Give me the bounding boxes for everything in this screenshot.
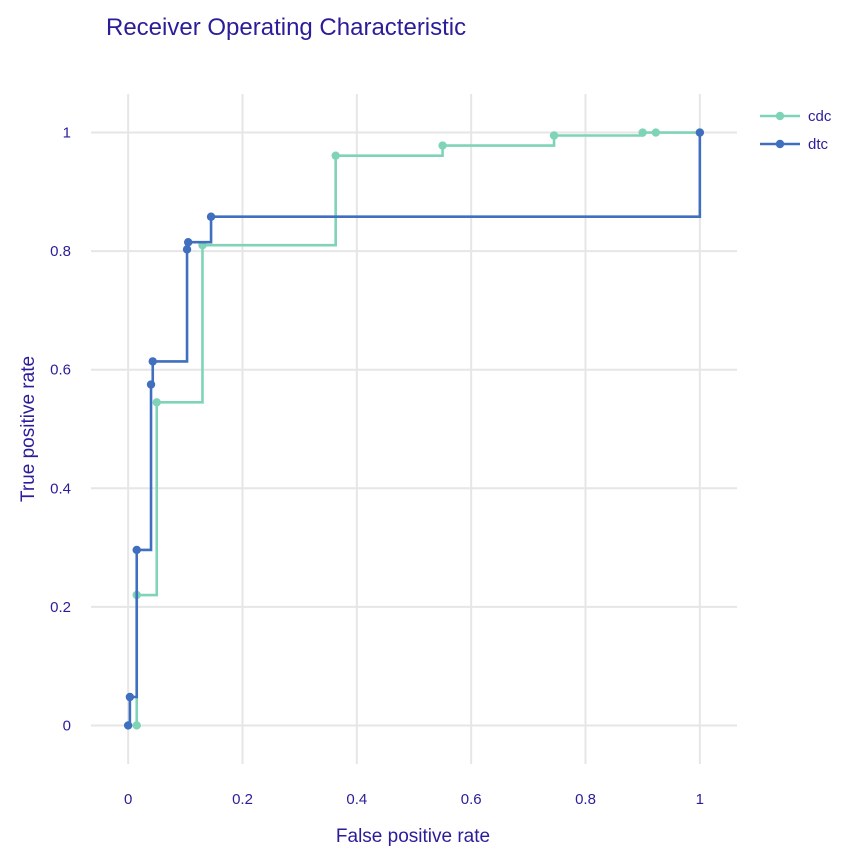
data-point-cdc[interactable] bbox=[438, 141, 447, 150]
y-axis-title: True positive rate bbox=[18, 356, 39, 502]
series-line-dtc bbox=[128, 132, 702, 727]
legend-label: dtc bbox=[808, 136, 829, 153]
data-point-dtc[interactable] bbox=[182, 245, 192, 254]
data-point-dtc[interactable] bbox=[132, 545, 141, 555]
x-tick-label: 0.8 bbox=[575, 791, 596, 808]
data-point-cdc[interactable] bbox=[638, 128, 647, 137]
legend-label: cdc bbox=[808, 108, 832, 125]
data-point-dtc[interactable] bbox=[125, 692, 135, 702]
data-point-cdc[interactable] bbox=[651, 128, 661, 137]
y-tick-label: 0.8 bbox=[50, 243, 71, 260]
axis-ticks: 0 0.2 0.4 0.6 0.8 1 0 0.2 0.4 0.6 0.8 1 bbox=[50, 125, 704, 808]
legend-item-cdc[interactable]: cdc bbox=[760, 108, 832, 125]
data-point-cdc[interactable] bbox=[549, 131, 559, 140]
data-point-dtc[interactable] bbox=[148, 357, 157, 366]
series-lines bbox=[123, 128, 705, 730]
y-tick-label: 1 bbox=[63, 125, 71, 142]
grid-lines bbox=[91, 94, 737, 764]
series-line-cdc bbox=[135, 131, 700, 726]
data-point-dtc[interactable] bbox=[695, 128, 705, 137]
data-point-cdc[interactable] bbox=[331, 151, 340, 160]
chart-title: Receiver Operating Characteristic bbox=[106, 14, 466, 41]
data-point-dtc[interactable] bbox=[183, 238, 193, 247]
x-tick-label: 0.4 bbox=[346, 791, 367, 808]
legend[interactable]: cdc dtc bbox=[760, 108, 832, 153]
data-point-cdc[interactable] bbox=[152, 398, 161, 407]
y-tick-label: 0.6 bbox=[50, 362, 71, 379]
data-point-dtc[interactable] bbox=[146, 380, 156, 389]
y-tick-label: 0.2 bbox=[50, 599, 71, 616]
x-axis-title: False positive rate bbox=[336, 826, 490, 847]
x-tick-label: 1 bbox=[696, 791, 704, 808]
y-tick-label: 0 bbox=[63, 717, 71, 734]
legend-item-dtc[interactable]: dtc bbox=[760, 136, 829, 153]
x-tick-label: 0.2 bbox=[232, 791, 253, 808]
legend-swatch-marker bbox=[775, 111, 785, 121]
data-point-cdc[interactable] bbox=[132, 721, 141, 730]
data-point-dtc[interactable] bbox=[206, 212, 216, 221]
x-tick-label: 0.6 bbox=[461, 791, 482, 808]
legend-swatch-marker bbox=[775, 139, 785, 149]
x-tick-label: 0 bbox=[124, 791, 132, 808]
y-tick-label: 0.4 bbox=[50, 480, 71, 497]
data-point-dtc[interactable] bbox=[123, 721, 133, 730]
